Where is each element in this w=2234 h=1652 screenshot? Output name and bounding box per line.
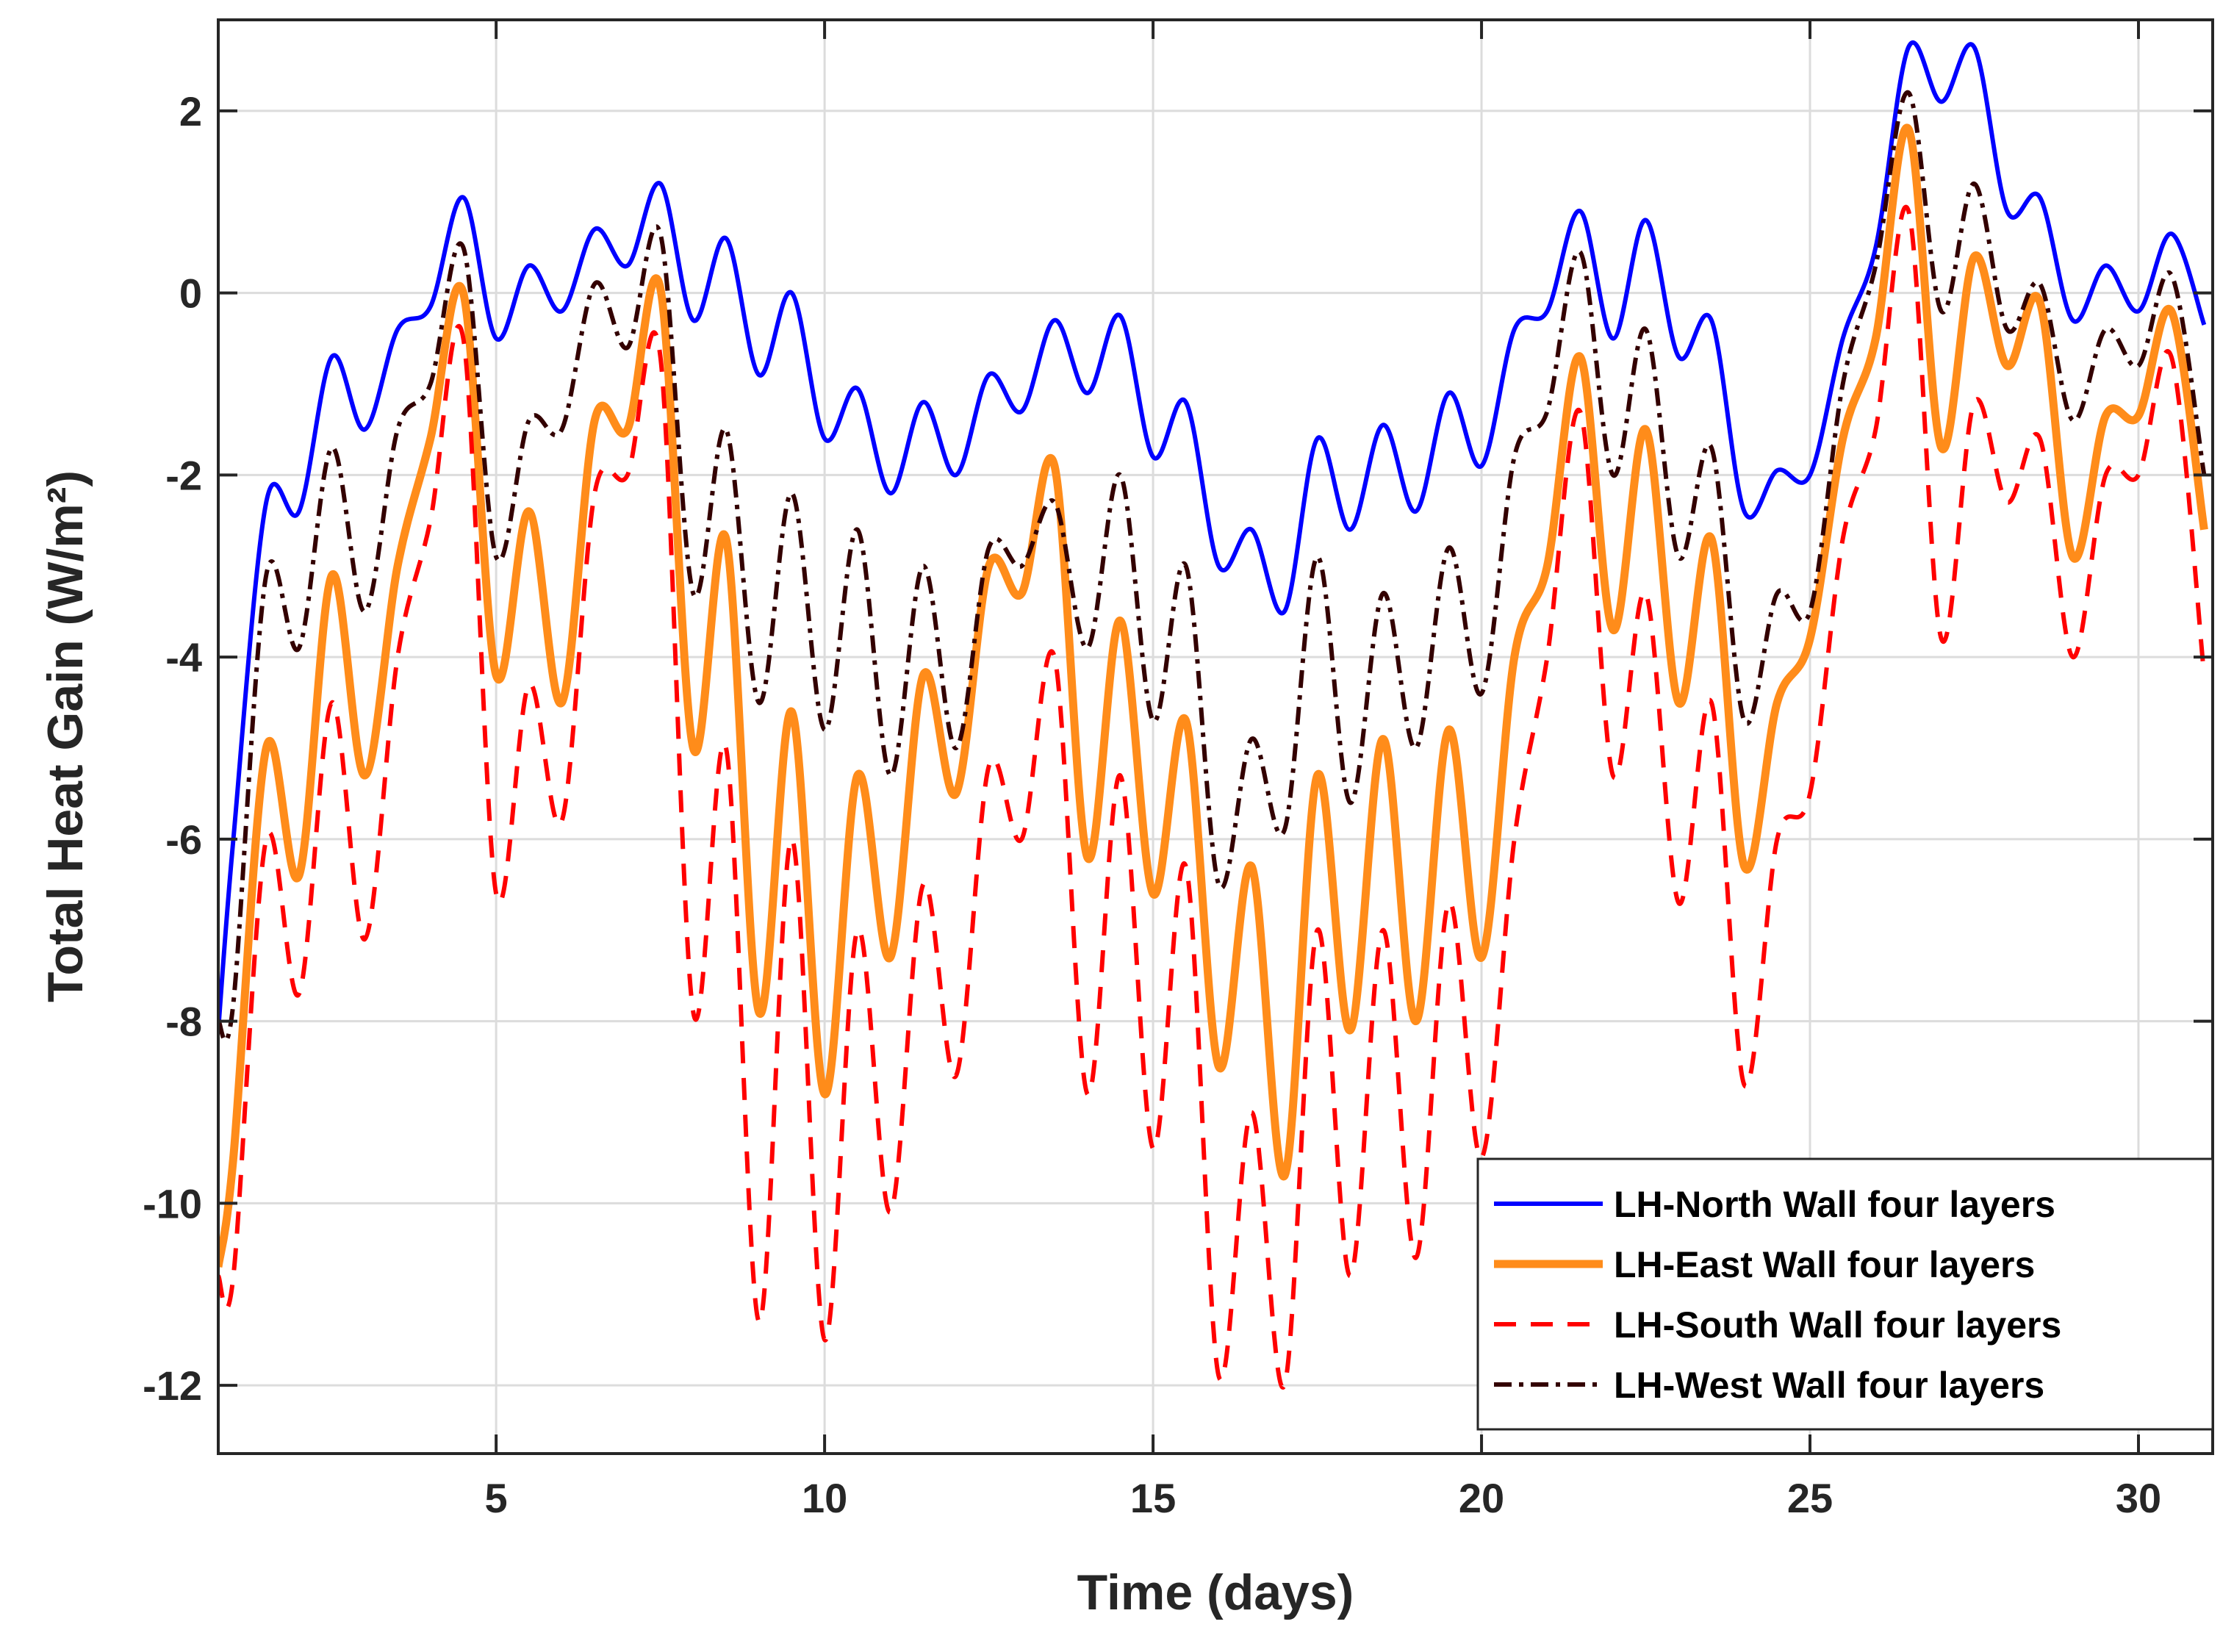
legend-label: LH-West Wall four layers	[1614, 1365, 2044, 1406]
legend-label: LH-South Wall four layers	[1614, 1304, 2061, 1346]
y-tick-label: -12	[143, 1362, 202, 1409]
legend-label: LH-East Wall four layers	[1614, 1244, 2035, 1285]
x-tick-label: 5	[485, 1475, 508, 1521]
x-tick-label: 30	[2116, 1475, 2161, 1521]
y-tick-label: -2	[165, 452, 202, 498]
grid	[218, 20, 2213, 1454]
y-tick-label: 2	[179, 88, 202, 134]
x-tick-label: 10	[802, 1475, 847, 1521]
plot-frame	[217, 18, 2214, 1455]
legend-label: LH-North Wall four layers	[1614, 1184, 2055, 1225]
y-tick-label: -6	[165, 816, 202, 863]
x-axis-label: Time (days)	[1077, 1565, 1354, 1620]
y-axis-label: Total Heat Gain (W/m²)	[37, 470, 93, 1002]
series-line	[218, 123, 2208, 1268]
x-tick-label: 25	[1787, 1475, 1833, 1521]
y-tick-label: -4	[165, 634, 202, 680]
ticks: 5 10 15 20 25 30 -12 -10 -8 -6 -4 -2 0 2	[143, 20, 2213, 1521]
y-tick-label: -10	[143, 1180, 202, 1227]
lines	[218, 40, 2208, 1390]
x-tick-label: 20	[1459, 1475, 1504, 1521]
y-tick-label: -8	[165, 999, 202, 1045]
series-line	[218, 90, 2207, 1043]
y-tick-label: 0	[179, 270, 202, 317]
series-line	[218, 40, 2207, 1031]
legend: LH-North Wall four layers LH-East Wall fo…	[1476, 1157, 2214, 1431]
x-tick-label: 15	[1130, 1475, 1176, 1521]
series-line	[218, 204, 2207, 1390]
